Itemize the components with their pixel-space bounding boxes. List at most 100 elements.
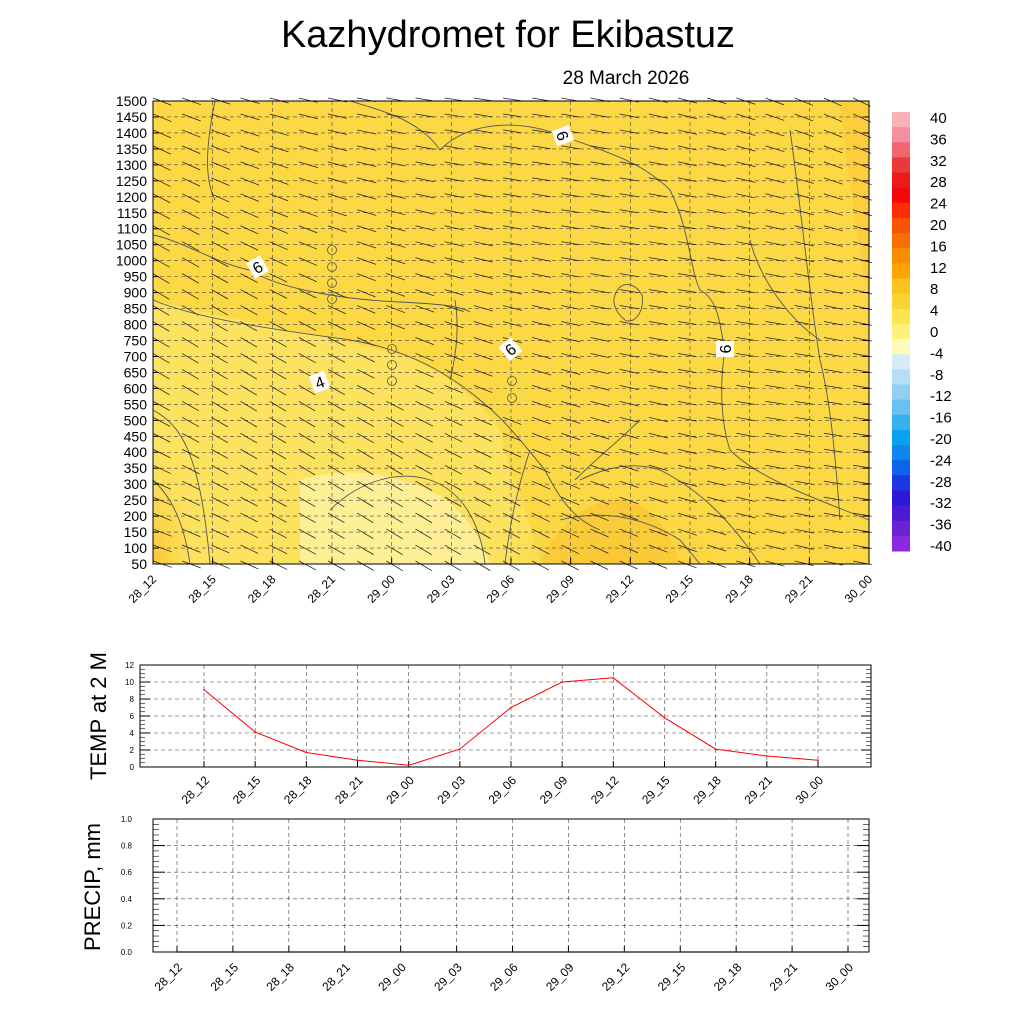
wind-barb: [240, 289, 258, 300]
wind-barb: [823, 528, 843, 534]
wind-barb: [707, 305, 726, 309]
wind-barb: [532, 289, 552, 295]
wind-barb: [765, 289, 785, 294]
y-tick-label: 1300: [116, 157, 147, 173]
wind-barb: [765, 496, 785, 502]
wind-barb: [502, 241, 522, 246]
wind-barb: [502, 496, 521, 507]
wind-barb: [182, 113, 201, 122]
wind-barb: [152, 257, 170, 268]
wind-barb: [765, 480, 785, 486]
y-tick-label: 10: [125, 678, 134, 687]
wind-barb: [619, 273, 639, 277]
main-x-ticks: 28_12 28_15 28_18 28_21 29_00 29_03 29_06 29_09…: [126, 558, 876, 606]
wind-barb: [619, 257, 639, 261]
wind-barb: [794, 273, 814, 278]
wind-barb: [707, 177, 727, 183]
wind-barb: [736, 385, 755, 389]
x-tick-label: 30_00: [842, 572, 876, 606]
x-tick-label: 29_18: [690, 773, 724, 807]
wind-barb: [707, 337, 726, 341]
wind-barb: [765, 385, 785, 389]
wind-barb: [765, 353, 785, 357]
x-tick-label: 28_12: [126, 572, 160, 606]
wind-barb: [152, 273, 170, 284]
wind-barb: [240, 448, 258, 460]
wind-barb: [794, 464, 814, 469]
wind-barb: [473, 113, 493, 118]
wind-barb: [386, 544, 403, 556]
wind-barb: [386, 448, 404, 459]
wind-barb: [619, 289, 639, 294]
wind-barb: [823, 464, 843, 469]
y-tick-label: 0: [130, 763, 135, 772]
wind-barb: [590, 400, 610, 407]
wind-barb: [473, 544, 491, 555]
wind-barb: [794, 385, 814, 389]
wind-barb: [415, 161, 435, 166]
wind-barb: [765, 321, 785, 325]
wind-barb: [152, 496, 172, 506]
y-tick-label: 8: [130, 695, 135, 704]
wind-barb: [707, 400, 726, 406]
wind-barb: [677, 416, 697, 422]
wind-barb: [327, 209, 347, 217]
wind-barb: [677, 177, 697, 182]
wind-barb: [298, 448, 316, 460]
wind-barb: [561, 369, 581, 375]
y-tick-label: 1000: [116, 253, 147, 269]
field-warm-right: [840, 101, 869, 300]
wind-barb: [532, 273, 552, 278]
wind-barb: [823, 257, 843, 263]
contour-labels: 6 6 4 6 6: [246, 125, 735, 394]
colorbar-swatch: [892, 248, 910, 264]
wind-barb: [852, 448, 872, 453]
colorbar-label: 12: [930, 260, 947, 277]
wind-barb: [502, 161, 522, 166]
wind-barb: [794, 241, 814, 247]
wind-barb: [707, 544, 727, 552]
y-tick-label: 850: [124, 301, 148, 317]
wind-barb: [298, 209, 318, 217]
wind-barb: [240, 113, 260, 121]
wind-barb: [444, 161, 464, 166]
wind-barb: [415, 432, 433, 443]
y-tick-label: 400: [124, 444, 148, 460]
wind-barb: [356, 512, 374, 524]
wind-barb: [240, 369, 258, 380]
wind-barb: [765, 369, 785, 373]
wind-barb: [444, 416, 463, 426]
wind-barb: [502, 448, 522, 458]
wind-barb: [502, 560, 520, 571]
temp-point: [561, 681, 563, 683]
wind-barb: [211, 209, 230, 219]
wind-barb: [794, 528, 814, 534]
wind-barb: [648, 273, 668, 277]
wind-barb: [356, 369, 375, 379]
y-tick-label: 6: [130, 712, 135, 721]
wind-barb: [211, 273, 229, 284]
wind-barb: [677, 225, 697, 230]
wind-barb: [532, 209, 551, 214]
wind-barb: [473, 528, 491, 539]
wind-barb: [736, 416, 756, 421]
wind-barb: [240, 129, 260, 137]
wind-barb: [211, 337, 228, 348]
wind-barb: [677, 464, 698, 471]
temperature-cross-section: 6 6 4 6 6 501001502002503003504004505005…: [116, 93, 876, 606]
wind-barb: [561, 353, 581, 359]
colorbar-label: 8: [930, 281, 938, 298]
wind-barb: [444, 496, 462, 507]
wind-barb: [152, 225, 170, 236]
wind-barb: [444, 289, 464, 296]
wind-barb: [298, 401, 316, 412]
wind-barb: [386, 113, 406, 118]
wind-barb: [531, 544, 550, 555]
wind-barb: [619, 544, 638, 554]
y-tick-label: 300: [124, 476, 148, 492]
wind-barb: [502, 193, 522, 198]
colorbar-swatch: [892, 187, 910, 204]
y-tick-label: 1200: [116, 189, 147, 205]
wind-barb: [677, 400, 697, 406]
colorbar-swatch: [892, 414, 910, 431]
